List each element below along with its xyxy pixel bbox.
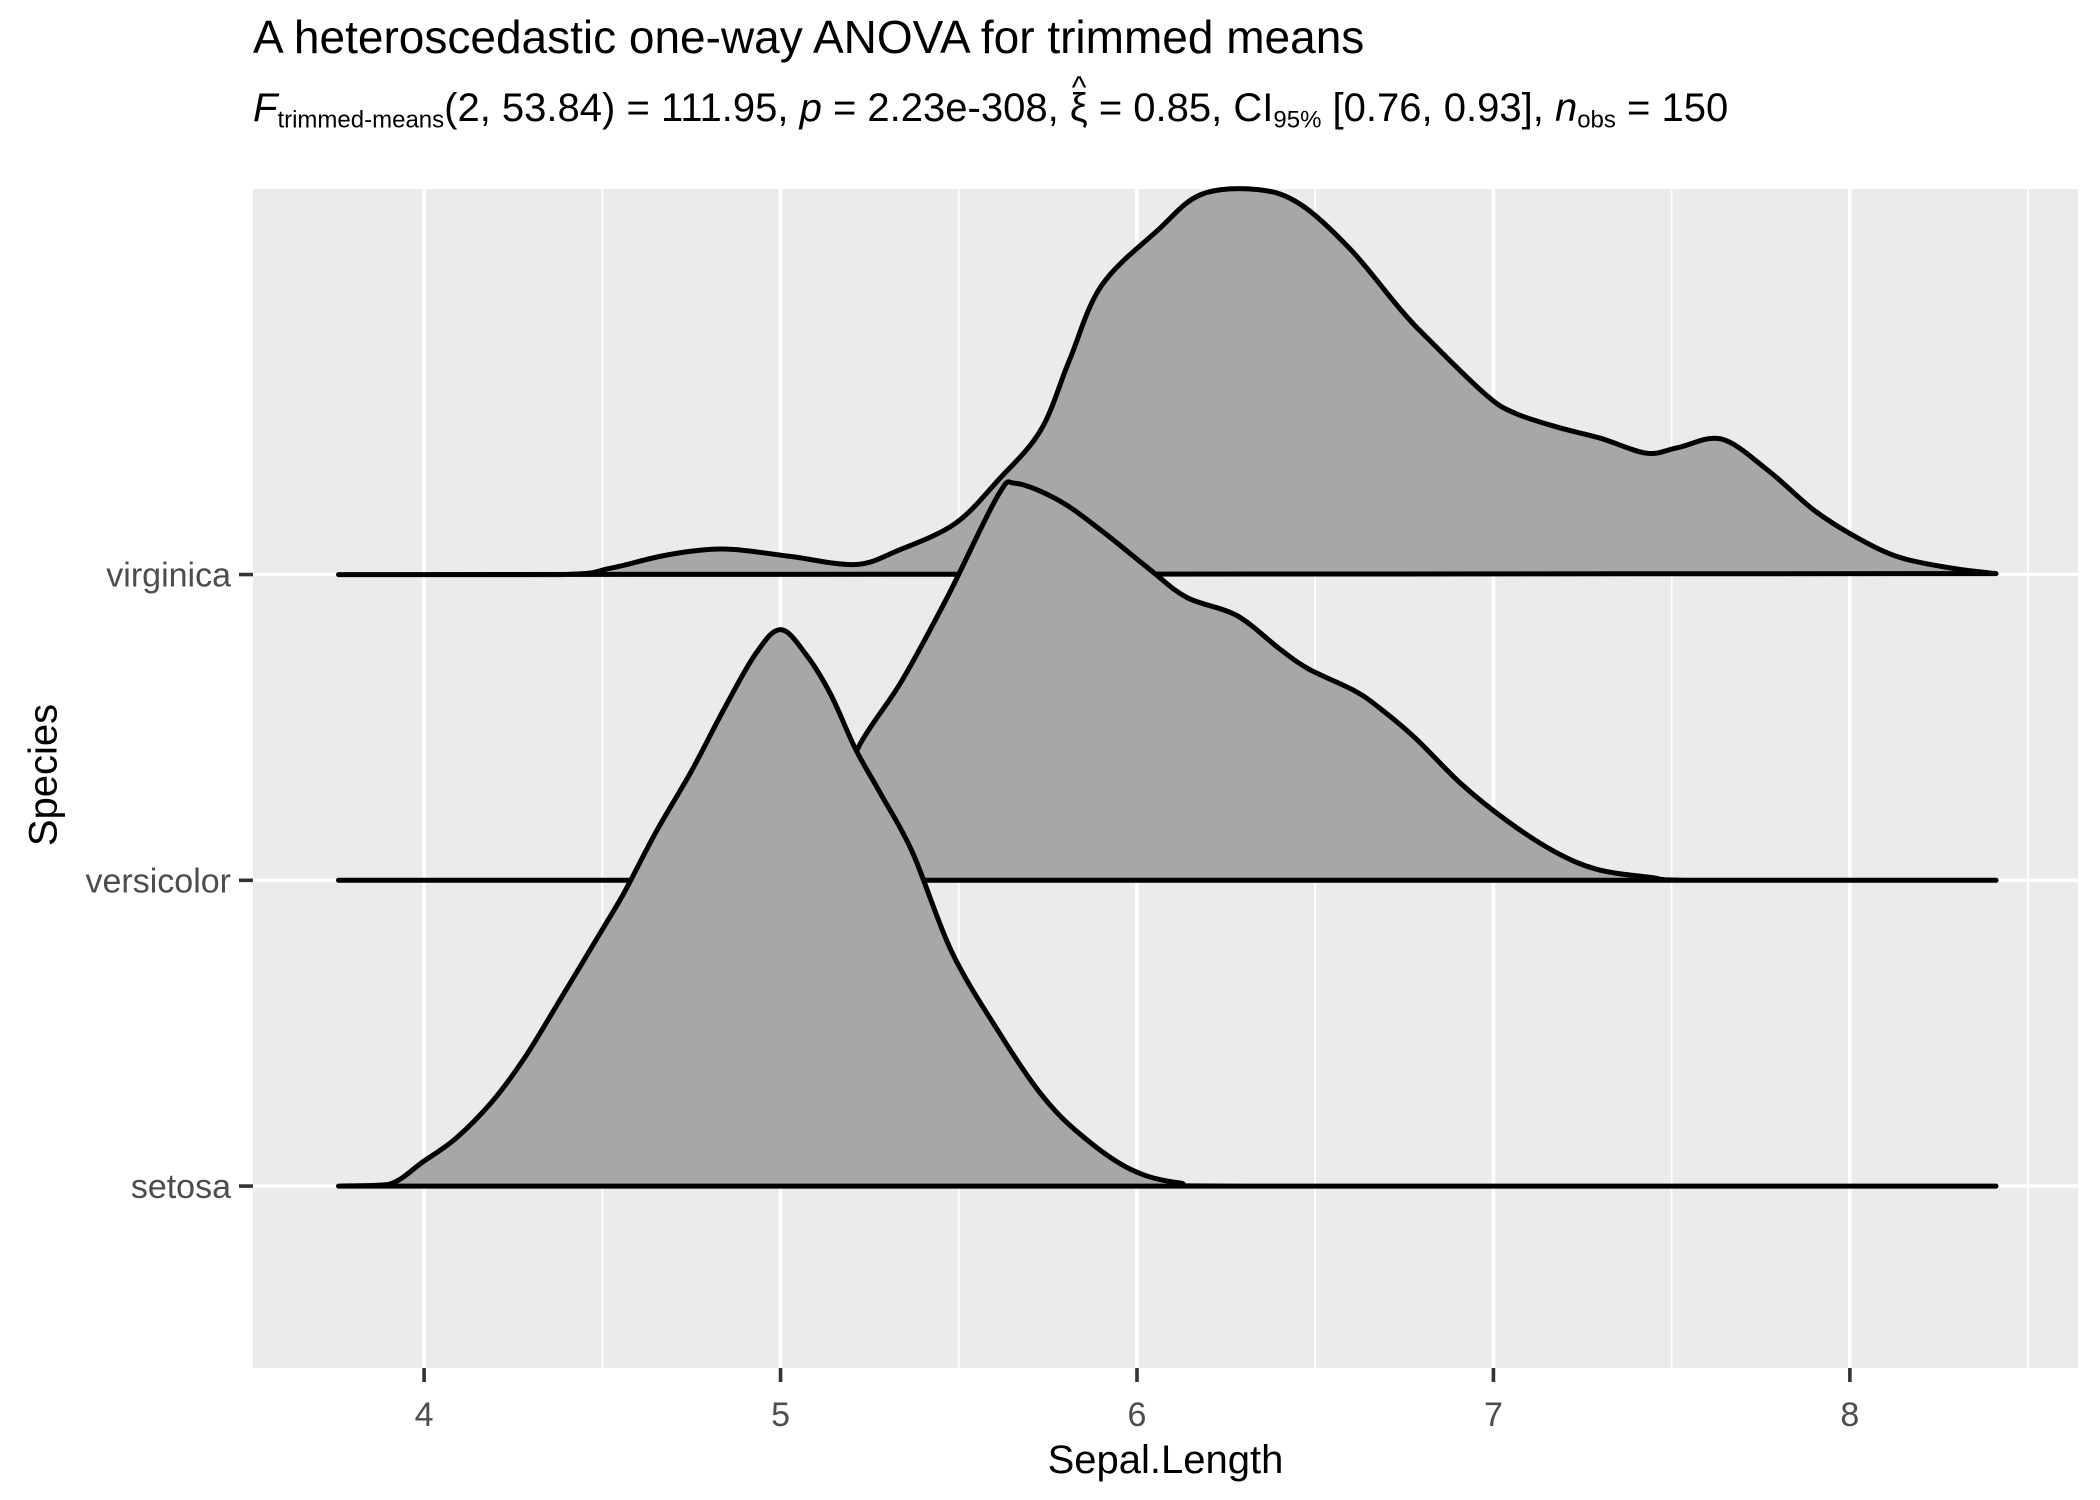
density-ridge-setosa xyxy=(336,627,1999,1189)
hat-accent: ^ xyxy=(1071,69,1087,105)
subtitle-part: obs xyxy=(1577,106,1616,134)
y-axis-title: Species xyxy=(21,703,66,847)
subtitle-part: p xyxy=(799,86,822,130)
x-tick-label: 6 xyxy=(1128,1396,1147,1434)
x-tick-label: 7 xyxy=(1484,1396,1503,1434)
y-category-label-setosa: setosa xyxy=(131,1168,231,1206)
x-tick-label: 8 xyxy=(1840,1396,1859,1434)
density-ridge-virginica xyxy=(336,186,1999,578)
x-tick-label: 4 xyxy=(415,1396,434,1434)
plot-subtitle: Ftrimmed-means(2, 53.84) = 111.95, p = 2… xyxy=(253,69,1729,135)
subtitle-part: F xyxy=(253,86,278,130)
subtitle-part: 95% xyxy=(1273,106,1322,134)
subtitle-part: [0.76, 0.93], xyxy=(1321,86,1555,130)
subtitle-part: trimmed-means xyxy=(277,106,445,134)
subtitle-part: = 0.85, CI xyxy=(1087,86,1274,130)
subtitle-part: = 2.23e-308, xyxy=(821,86,1070,130)
subtitle-part: n xyxy=(1554,86,1578,130)
x-tick-label: 5 xyxy=(771,1396,790,1434)
subtitle-part: (2, 53.84) = 111.95, xyxy=(444,86,800,130)
subtitle-part: = 150 xyxy=(1615,86,1729,130)
y-category-label-versicolor: versicolor xyxy=(86,862,231,900)
plot-title: A heteroscedastic one-way ANOVA for trim… xyxy=(253,11,1365,63)
subtitle-part: ξ ^ xyxy=(1069,69,1088,130)
x-axis-title: Sepal.Length xyxy=(1047,1438,1284,1482)
y-category-label-virginica: virginica xyxy=(106,557,231,595)
